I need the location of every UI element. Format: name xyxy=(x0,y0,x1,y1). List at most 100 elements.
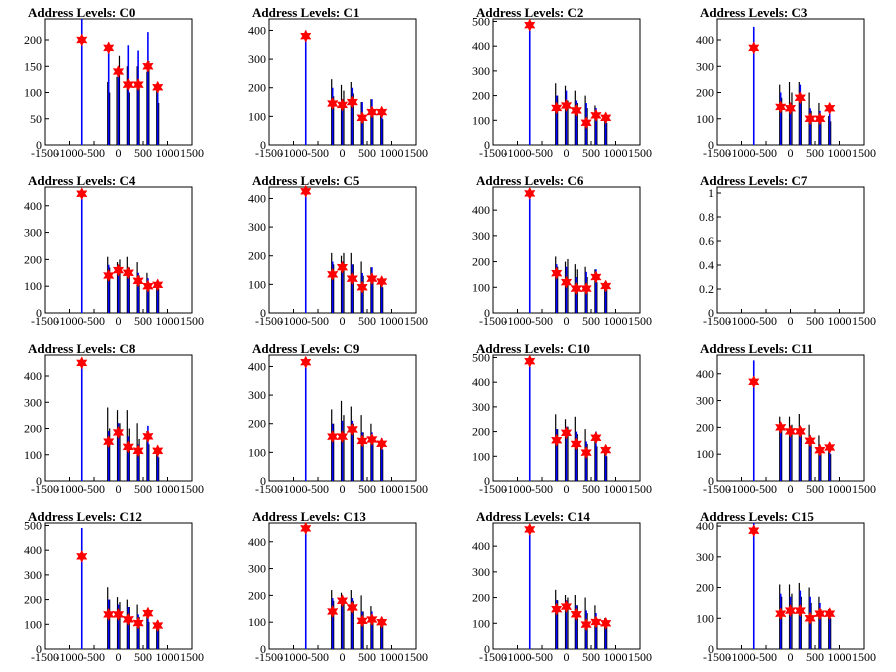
y-tick-label: 0 xyxy=(36,138,42,152)
y-tick-label: 0.2 xyxy=(699,282,714,296)
level-marker xyxy=(327,267,339,281)
x-tick-label: -500 xyxy=(307,650,329,664)
y-tick-label: 200 xyxy=(472,591,490,605)
level-marker xyxy=(132,444,144,458)
level-marker xyxy=(142,429,154,443)
level-marker xyxy=(804,611,816,625)
level-marker xyxy=(748,41,760,55)
x-tick-label: -500 xyxy=(83,482,105,496)
level-marker xyxy=(570,282,582,296)
level-marker xyxy=(580,282,592,296)
level-marker xyxy=(824,101,836,115)
y-tick-label: 400 xyxy=(248,535,266,549)
y-tick-label: 300 xyxy=(696,394,714,408)
histogram-svg: 0 100 200 300 400 -1500-1000 -500 0 500 1000 1500 xyxy=(248,354,428,496)
x-tick-label: -1000 xyxy=(728,146,756,160)
histogram-svg: 0 100 200 300 400 -1500-1000 -500 0 500 1000 1500 xyxy=(248,18,428,160)
x-tick-label: -1000 xyxy=(728,650,756,664)
level-marker xyxy=(300,184,312,198)
x-tick-label: -1000 xyxy=(280,146,308,160)
y-tick-label: 400 xyxy=(24,199,42,213)
y-tick-label: 400 xyxy=(248,191,266,205)
y-tick-label: 100 xyxy=(24,617,42,631)
level-marker xyxy=(376,615,388,629)
y-tick-label: 100 xyxy=(248,445,266,459)
x-tick-label: 1500 xyxy=(852,314,876,328)
histogram-panel: Address Levels: C0 0 50 100 150 200 -1500 -1000… xyxy=(0,0,224,168)
panel-title: Address Levels: C14 xyxy=(476,509,590,524)
histogram-panel: Address Levels: C3 0 100 200 300 400 -1500 -100… xyxy=(672,0,896,168)
x-tick-label: 500 xyxy=(358,146,376,160)
x-tick-label: 1500 xyxy=(180,314,204,328)
x-tick-label: -1500 xyxy=(703,482,731,496)
x-tick-label: 1500 xyxy=(628,650,652,664)
y-tick-label: 100 xyxy=(472,280,490,294)
level-marker xyxy=(366,272,378,286)
panel-title: Address Levels: C11 xyxy=(700,341,814,356)
level-marker xyxy=(600,279,612,293)
level-marker xyxy=(775,607,787,621)
level-marker xyxy=(560,426,573,440)
x-tick-label: -1000 xyxy=(56,314,84,328)
x-tick-label: 1000 xyxy=(828,146,852,160)
x-tick-label: 0 xyxy=(340,146,346,160)
y-tick-label: 0 xyxy=(260,138,266,152)
level-marker xyxy=(570,103,582,117)
histogram-svg: 0 100 200 300 400 -1500-1000 -500 0 500 1000 1500 xyxy=(24,186,204,328)
x-tick-label: -1500 xyxy=(255,482,283,496)
level-marker xyxy=(366,612,378,627)
x-tick-label: 500 xyxy=(582,650,600,664)
y-tick-label: 150 xyxy=(24,59,42,73)
x-tick-label: -1500 xyxy=(31,650,59,664)
y-tick-label: 300 xyxy=(472,400,490,414)
y-tick-label: 500 xyxy=(472,14,490,28)
x-tick-label: -1500 xyxy=(31,314,59,328)
panel-title: Address Levels: C15 xyxy=(700,509,814,524)
x-tick-label: 1500 xyxy=(404,482,428,496)
y-tick-label: 0 xyxy=(260,474,266,488)
x-tick-label: -500 xyxy=(755,482,777,496)
histogram-panel: Address Levels: C5 0 100 200 300 400 -1500 -100… xyxy=(224,168,448,336)
x-tick-label: 500 xyxy=(134,146,152,160)
panel-title: Address Levels: C4 xyxy=(28,173,136,188)
y-tick-label: 400 xyxy=(696,519,714,533)
y-tick-label: 300 xyxy=(24,395,42,409)
panel-title: Address Levels: C1 xyxy=(252,5,360,20)
y-tick-label: 200 xyxy=(696,581,714,595)
x-tick-label: 500 xyxy=(134,314,152,328)
y-tick-label: 200 xyxy=(248,417,266,431)
level-marker xyxy=(103,41,115,55)
level-marker xyxy=(152,80,164,94)
level-marker xyxy=(580,116,592,130)
y-tick-label: 400 xyxy=(24,369,42,383)
level-marker xyxy=(590,431,602,445)
level-marker xyxy=(112,263,125,277)
x-tick-label: 500 xyxy=(806,650,824,664)
histogram-panel: Address Levels: C11 0 100 200 300 400 -1500 -10… xyxy=(672,336,896,504)
y-tick-label: 200 xyxy=(248,81,266,95)
level-marker xyxy=(76,356,88,370)
level-marker xyxy=(580,618,592,632)
x-tick-label: -1500 xyxy=(703,650,731,664)
x-tick-label: 500 xyxy=(582,482,600,496)
level-marker xyxy=(824,440,836,455)
x-tick-label: 500 xyxy=(358,482,376,496)
level-marker xyxy=(142,606,154,620)
y-tick-label: 400 xyxy=(696,367,714,381)
plot-frame xyxy=(716,186,865,314)
y-tick-label: 0 xyxy=(36,642,42,656)
level-marker xyxy=(76,187,88,201)
x-tick-label: 500 xyxy=(806,482,824,496)
y-tick-label: 0 xyxy=(708,138,714,152)
x-tick-label: 1500 xyxy=(628,482,652,496)
histogram-panel: Address Levels: C2 0 100 200 300 400 500 -1500-… xyxy=(448,0,672,168)
level-marker xyxy=(794,424,806,438)
level-marker xyxy=(366,105,378,119)
y-tick-label: 300 xyxy=(248,562,266,576)
y-tick-label: 100 xyxy=(696,447,714,461)
level-marker xyxy=(366,432,378,447)
y-tick-label: 200 xyxy=(24,33,42,47)
level-marker xyxy=(112,64,125,79)
y-tick-label: 400 xyxy=(472,375,490,389)
